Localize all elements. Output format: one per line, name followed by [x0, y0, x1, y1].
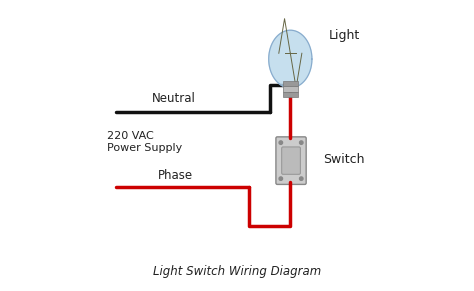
Text: Light: Light — [329, 29, 361, 42]
Text: Light Switch Wiring Diagram: Light Switch Wiring Diagram — [153, 265, 321, 278]
Circle shape — [300, 177, 303, 180]
Circle shape — [279, 177, 283, 180]
Circle shape — [300, 141, 303, 144]
Text: Neutral: Neutral — [152, 92, 196, 105]
Text: Phase: Phase — [157, 168, 192, 182]
Circle shape — [279, 141, 283, 144]
FancyBboxPatch shape — [282, 147, 301, 174]
Text: 220 VAC
Power Supply: 220 VAC Power Supply — [107, 131, 182, 153]
FancyBboxPatch shape — [283, 81, 298, 86]
FancyBboxPatch shape — [276, 137, 306, 184]
Text: Switch: Switch — [323, 153, 365, 166]
FancyBboxPatch shape — [283, 92, 298, 97]
Polygon shape — [269, 30, 312, 88]
FancyBboxPatch shape — [283, 86, 298, 92]
